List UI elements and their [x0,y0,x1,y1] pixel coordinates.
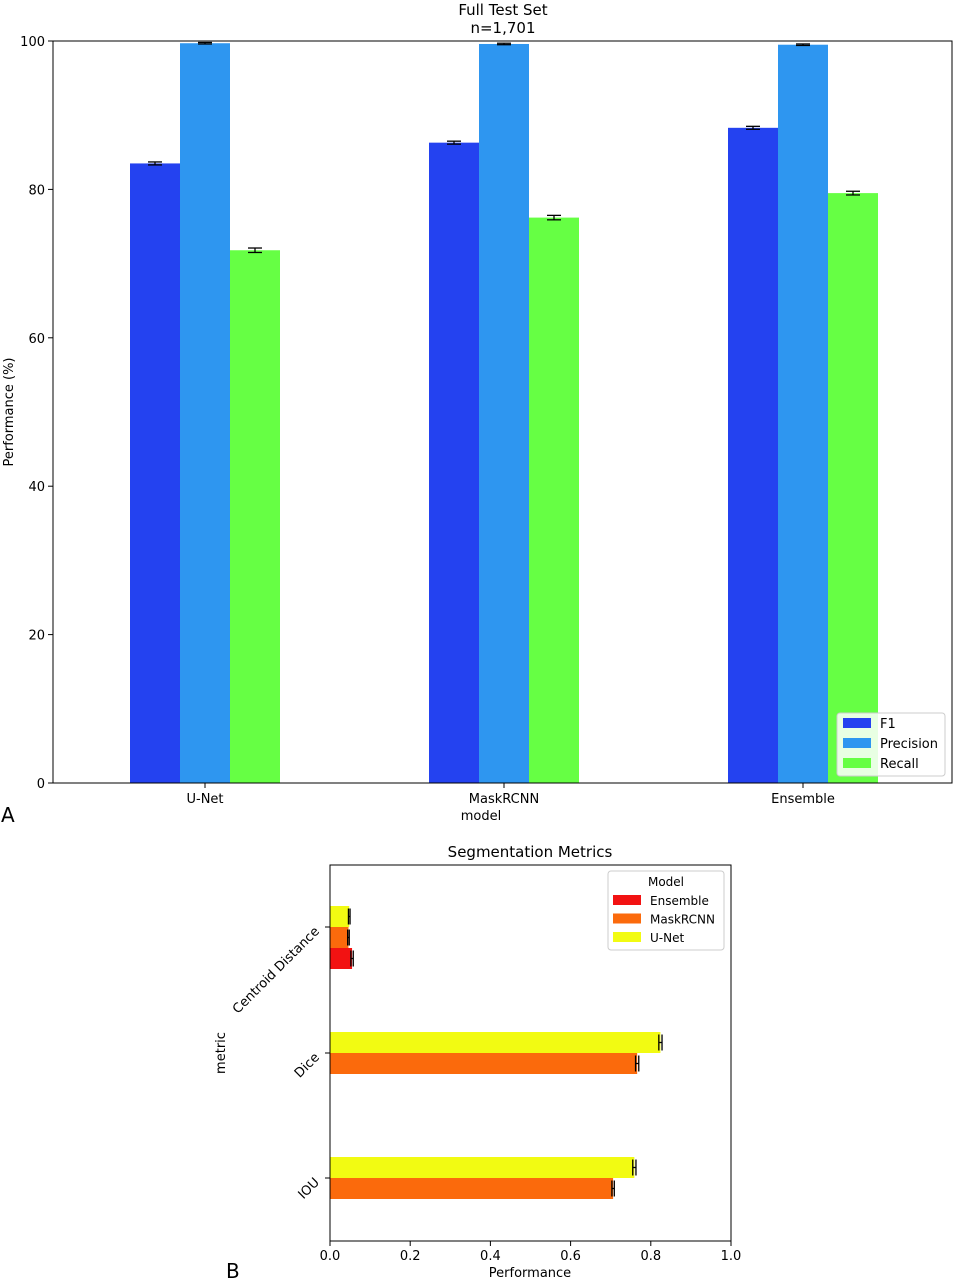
bar-recall-maskrcnn [529,217,579,783]
chart-a-ylabel: Performance (%) [2,357,17,466]
legend-label-recall: Recall [880,757,919,772]
bar-recall-ensemble [828,193,878,784]
bar-u-net-iou [330,1157,635,1178]
panel-b-chart: Segmentation Metrics 0.0 0.2 0.4 0.6 0.8 1.0 … [214,843,741,1280]
y-tick-label-20: 20 [28,629,45,644]
x-tick-label-maskrcnn: MaskRCNN [469,792,539,807]
errorbar-f1-ensemble [746,125,760,130]
legend-swatch-precision [843,738,871,748]
legend-label-precision: Precision [880,737,938,752]
chart-a-frame [52,40,953,784]
panel-label-a: A [1,803,15,827]
errorbar-precision-maskrcnn [497,42,511,46]
legend-swatch-ensemble [613,895,641,905]
bar-u-net-centroid-distance [330,906,350,927]
y-tick-label-iou: IOU [296,1175,323,1202]
x-tick-label-u-net: U-Net [186,792,223,807]
bar-maskrcnn-centroid-distance [330,927,349,948]
chart-b-ylabel: metric [214,1032,229,1074]
x-tick-label-ensemble: Ensemble [771,792,835,807]
errorbar-recall-ensemble [846,190,860,196]
errorbar-precision-ensemble [796,43,810,47]
x-tick-label-0-2: 0.2 [400,1249,421,1264]
bar-u-net-dice [330,1032,661,1053]
y-tick-label-60: 60 [28,332,45,347]
errorbar-recall-maskrcnn [547,214,561,221]
bar-maskrcnn-dice [330,1053,638,1074]
errorbar-maskrcnn-centroid-distance [346,929,350,946]
legend-label-u-net: U-Net [650,931,684,945]
x-tick-label-0-0: 0.0 [320,1249,341,1264]
bar-precision-ensemble [778,44,828,783]
errorbar-f1-u-net [148,161,162,166]
errorbar-maskrcnn-iou [611,1180,615,1197]
chart-b-xlabel: Performance [489,1266,571,1280]
y-tick-label-0: 0 [37,777,45,792]
x-tick-label-0-4: 0.4 [480,1249,501,1264]
panel-a-chart: Full Test Set n=1,701 0 20 40 60 80 100 U-Net… [1,1,953,827]
legend-swatch-recall [843,758,871,768]
chart-a-legend: F1 Precision Recall [836,712,946,777]
legend-label-ensemble: Ensemble [650,894,709,908]
errorbar-ensemble-centroid-distance [350,950,354,967]
legend-swatch-f1 [843,718,871,728]
legend-b-title: Model [648,875,684,889]
bar-f1-u-net [130,163,180,783]
errorbar-f1-maskrcnn [447,140,461,145]
legend-label-maskrcnn: MaskRCNN [650,913,715,927]
legend-swatch-maskrcnn [613,913,641,924]
y-tick-label-dice: Dice [292,1050,323,1081]
chart-a-subtitle: n=1,701 [470,19,535,37]
bar-ensemble-centroid-distance [330,948,353,969]
bar-maskrcnn-iou [330,1178,614,1199]
errorbar-u-net-centroid-distance [347,908,351,925]
legend-swatch-u-net [613,932,641,942]
chart-a-xlabel: model [461,809,501,824]
errorbar-u-net-dice [658,1034,663,1051]
chart-b-title: Segmentation Metrics [448,843,613,861]
bar-recall-u-net [230,250,280,783]
bar-f1-maskrcnn [429,142,479,784]
errorbar-recall-u-net [248,247,262,254]
errorbar-precision-u-net [198,41,212,45]
y-tick-label-80: 80 [28,183,45,198]
x-tick-label-0-8: 0.8 [640,1249,661,1264]
y-tick-label-centroid-distance: Centroid Distance [230,924,323,1017]
legend-label-f1: F1 [880,717,896,732]
y-tick-label-100: 100 [20,35,45,50]
x-tick-label-1-0: 1.0 [721,1249,742,1264]
bar-precision-maskrcnn [479,43,529,783]
bar-f1-ensemble [728,127,778,783]
chart-a-title: Full Test Set [458,1,547,19]
panel-label-b: B [226,1259,240,1280]
errorbar-maskrcnn-dice [634,1055,640,1072]
bar-precision-u-net [180,43,230,783]
y-tick-label-40: 40 [28,480,45,495]
chart-b-legend: Model Ensemble MaskRCNN U-Net [607,870,725,951]
x-tick-label-0-6: 0.6 [560,1249,581,1264]
legend-b-box [607,870,725,951]
errorbar-u-net-iou [632,1159,637,1176]
